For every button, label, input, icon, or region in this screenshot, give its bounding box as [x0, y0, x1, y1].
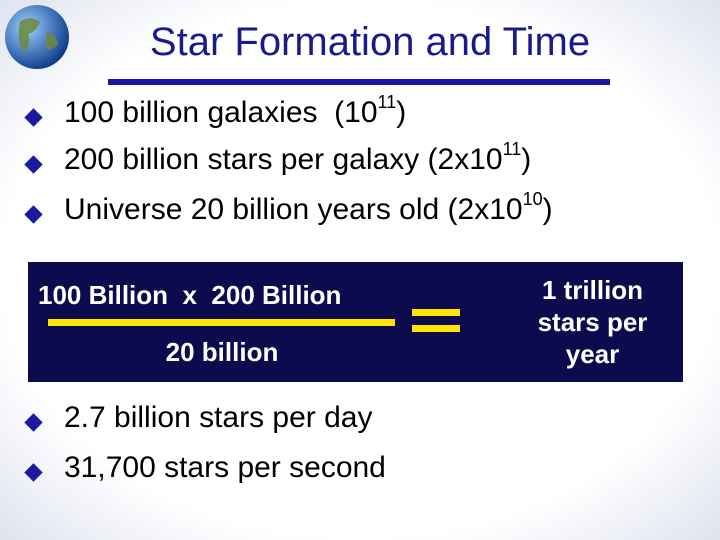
title-rule	[108, 79, 610, 85]
bullet-marker	[24, 155, 43, 174]
superscript: 10	[522, 189, 543, 209]
numerator: 100 Billion x 200 Billion	[38, 280, 342, 310]
bullet-tail: )	[521, 143, 532, 176]
bullet-tail: )	[396, 96, 407, 129]
bullet: 200 billion stars per galaxy (2x1011)	[64, 140, 532, 177]
bullet-text: 100 billion galaxies (10	[64, 96, 378, 129]
superscript: 11	[502, 139, 522, 159]
bullet-text: 200 billion stars per galaxy (2x10	[64, 143, 503, 176]
bullet: 31,700 stars per second	[64, 451, 386, 484]
bullet-marker	[24, 413, 43, 432]
result: 1 trillion stars per year	[500, 274, 685, 370]
title: Star Formation and Time	[149, 20, 591, 64]
result-line: 1 trillion	[541, 275, 644, 305]
bullet: Universe 20 billion years old (2x1010)	[64, 190, 553, 227]
bullet: 2.7 billion stars per day	[64, 401, 373, 434]
fraction-bar	[48, 319, 395, 326]
bullet-marker	[24, 463, 43, 482]
bullet-marker	[24, 108, 43, 127]
bullet: 100 billion galaxies (1011)	[64, 93, 407, 130]
bullet-text: Universe 20 billion years old (2x10	[64, 193, 523, 226]
denominator: 20 billion	[165, 337, 279, 367]
result-line: year	[565, 339, 620, 369]
bullet-marker	[24, 205, 43, 224]
equals-bottom	[412, 325, 460, 332]
result-line: stars per	[537, 307, 648, 337]
superscript: 11	[377, 92, 397, 112]
equals-top	[412, 309, 460, 316]
globe-icon	[5, 5, 69, 69]
bullet-tail: )	[542, 193, 553, 226]
